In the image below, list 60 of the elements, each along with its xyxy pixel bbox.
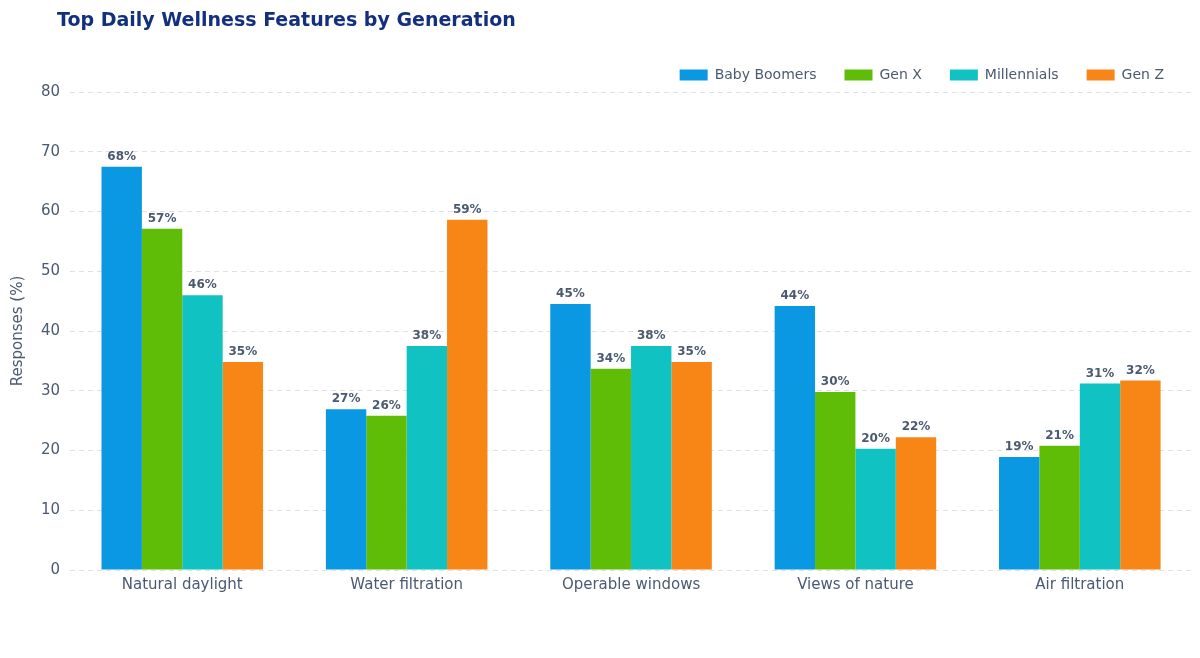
data-label: 38% (636, 328, 666, 343)
bar (141, 228, 183, 570)
data-label: 22% (901, 419, 931, 434)
x-tick-label: Water filtration (350, 574, 464, 593)
data-label: 30% (820, 374, 850, 389)
y-tick-label: 30 (40, 380, 61, 399)
data-label: 45% (556, 286, 585, 301)
data-label: 26% (372, 397, 401, 412)
bar (366, 415, 407, 570)
legend-label: Gen X (879, 65, 923, 82)
bar (1120, 380, 1161, 570)
data-label: 57% (147, 210, 177, 225)
data-label: 46% (188, 277, 217, 292)
bar (1039, 445, 1080, 570)
x-tick-label: Natural daylight (121, 574, 243, 593)
bar (855, 448, 896, 570)
bar (447, 219, 488, 570)
y-tick-label: 50 (40, 261, 61, 280)
bar (590, 368, 632, 570)
chart-title: Top Daily Wellness Features by Generation (57, 8, 516, 30)
data-label: 27% (331, 391, 361, 406)
bar (999, 457, 1040, 570)
y-tick-label: 20 (40, 440, 61, 459)
y-tick-label: 70 (40, 141, 61, 160)
bar (671, 362, 712, 570)
data-label: 31% (1085, 365, 1115, 380)
legend-label: Baby Boomers (714, 65, 817, 82)
data-label: 68% (107, 148, 137, 163)
data-label: 32% (1126, 362, 1155, 377)
bar (550, 304, 591, 570)
x-tick-label: Operable windows (561, 574, 701, 593)
data-label: 59% (452, 201, 482, 216)
bar (895, 437, 937, 570)
legend-label: Millennials (984, 65, 1059, 82)
data-label: 38% (412, 328, 442, 343)
y-tick-label: 60 (40, 201, 61, 220)
data-label: 35% (677, 344, 706, 359)
data-label: 19% (1004, 439, 1034, 454)
bar (325, 409, 367, 570)
data-label: 34% (596, 350, 626, 365)
bar (631, 345, 672, 570)
y-tick-label: 80 (40, 81, 61, 100)
bar (406, 345, 448, 570)
bar (182, 295, 223, 570)
x-tick-label: Views of nature (797, 574, 914, 593)
data-label: 35% (228, 344, 258, 359)
bar (1079, 383, 1121, 570)
data-label: 20% (861, 430, 890, 445)
data-label: 21% (1045, 427, 1074, 442)
legend-label: Gen Z (1121, 65, 1165, 82)
bar (222, 362, 264, 570)
bar (101, 166, 142, 570)
bar (774, 305, 816, 570)
bar (815, 391, 856, 570)
y-axis-title: Responses (%) (7, 275, 26, 387)
data-label: 44% (780, 288, 810, 303)
x-tick-label: Air filtration (1035, 574, 1125, 593)
y-tick-label: 0 (50, 559, 61, 578)
y-tick-label: 10 (40, 500, 61, 519)
y-tick-label: 40 (40, 320, 61, 339)
